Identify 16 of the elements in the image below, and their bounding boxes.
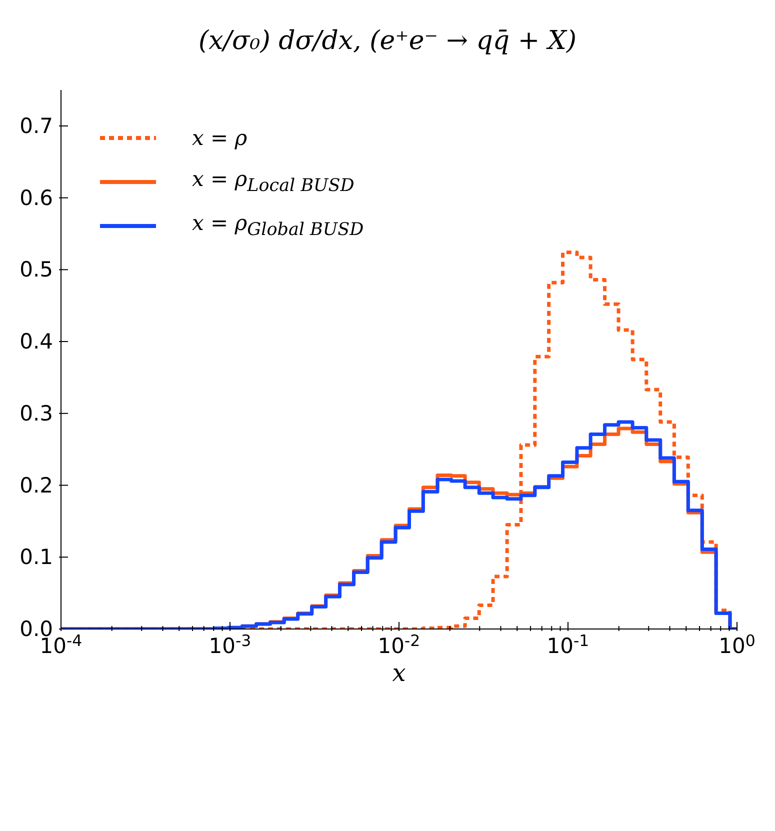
x-axis-title: x (392, 659, 406, 687)
y-tick-label: 0.7 (20, 114, 53, 138)
y-tick-label: 0.4 (20, 330, 53, 354)
y-tick-label: 0.6 (20, 186, 53, 210)
y-tick-label: 0.5 (20, 258, 53, 282)
x-tick-label: 10$^{-3}$ (208, 630, 252, 658)
legend-label: x = ρ$_{Local BUSD}$ (192, 167, 354, 197)
chart-title: (x/σ₀) dσ/dx, (e⁺e⁻ → qq̄ + X) (197, 26, 578, 56)
x-tick-label: 10$^{-2}$ (378, 630, 420, 658)
legend-label: x = ρ (192, 126, 248, 150)
y-tick-label: 0.3 (20, 401, 53, 426)
x-tick-label: 10$^{-1}$ (546, 630, 590, 658)
y-tick-label: 0.1 (20, 545, 53, 570)
x-tick-label: 10$^{0}$ (718, 630, 756, 658)
y-tick-label: 0.2 (20, 473, 53, 498)
legend-label: x = ρ$_{Global BUSD}$ (192, 211, 364, 241)
